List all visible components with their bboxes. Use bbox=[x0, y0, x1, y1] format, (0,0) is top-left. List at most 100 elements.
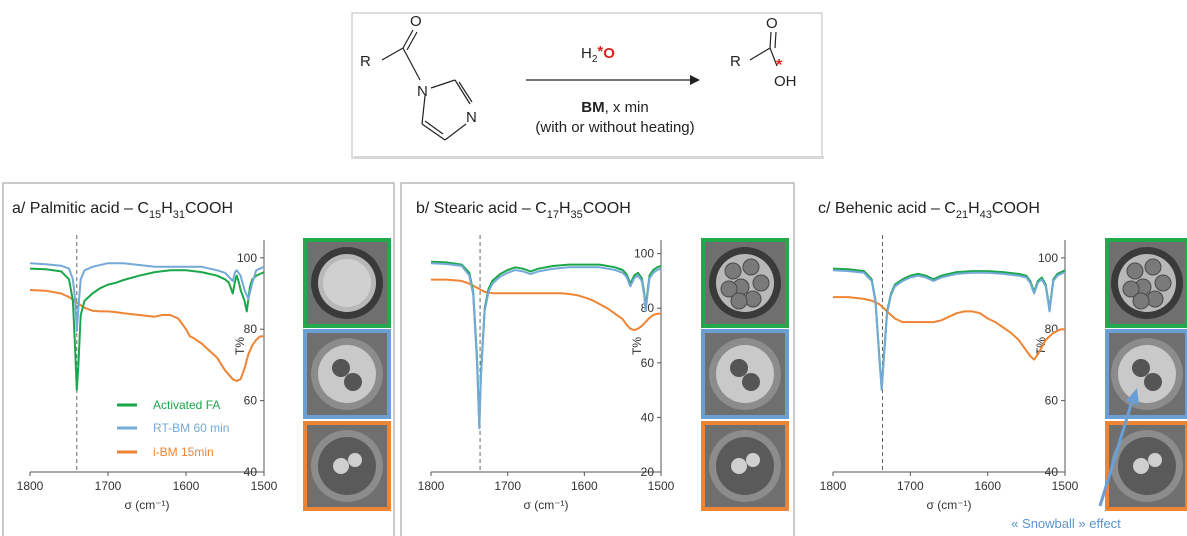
x-axis-label: σ (cm⁻¹) bbox=[926, 498, 971, 512]
milling-ball bbox=[1122, 280, 1140, 298]
structure-label-o-left: O bbox=[410, 13, 422, 30]
milling-ball bbox=[1132, 359, 1150, 377]
photo-inset bbox=[701, 238, 789, 328]
y-tick-label: 60 bbox=[244, 394, 258, 408]
milling-ball bbox=[344, 373, 362, 391]
legend: Activated FA RT-BM 60 min i-BM 15min bbox=[117, 398, 229, 459]
structure-label-r-right: R bbox=[730, 53, 741, 70]
milling-ball bbox=[1133, 458, 1149, 474]
y-axis-label: T% bbox=[630, 337, 644, 355]
reagent-label: H2*O bbox=[581, 43, 615, 65]
x-axis-label: σ (cm⁻¹) bbox=[523, 498, 568, 512]
chart-1: b/ Stearic acid – C17H35COOH 1800 1700 1600… bbox=[416, 200, 675, 512]
milling-ball bbox=[742, 373, 760, 391]
milling-ball bbox=[1154, 274, 1172, 292]
milling-ball bbox=[1144, 373, 1162, 391]
photo-inset bbox=[1105, 329, 1187, 419]
milling-ball bbox=[1144, 258, 1162, 276]
reagent-star: * bbox=[597, 43, 603, 60]
powder-surface bbox=[323, 259, 371, 307]
structure-label-n1: N bbox=[417, 83, 428, 100]
milling-ball bbox=[744, 290, 762, 308]
x-tick-label: 1800 bbox=[418, 479, 445, 493]
series-line-1 bbox=[430, 262, 662, 430]
snowball-annotation: « Snowball » effect bbox=[1011, 388, 1139, 531]
photo-insets bbox=[303, 238, 1187, 511]
scheme-box-shadow bbox=[354, 156, 824, 159]
chart-title: b/ Stearic acid – C17H35COOH bbox=[416, 200, 631, 221]
y-tick-label: 40 bbox=[244, 465, 258, 479]
structure-label-o-right: O bbox=[766, 15, 778, 32]
structure-label-n2: N bbox=[466, 109, 477, 126]
y-tick-label: 80 bbox=[641, 301, 655, 315]
y-axis-label: T% bbox=[233, 337, 247, 355]
x-tick-label: 1500 bbox=[251, 479, 278, 493]
chart-2: c/ Behenic acid – C21H43COOH 1800 1700 1600… bbox=[818, 200, 1079, 512]
series-line-0 bbox=[29, 267, 265, 391]
x-tick-label: 1500 bbox=[648, 479, 675, 493]
y-tick-label: 100 bbox=[237, 251, 257, 265]
y-tick-label: 40 bbox=[1045, 465, 1059, 479]
milling-ball bbox=[1132, 292, 1150, 310]
y-tick-label: 80 bbox=[244, 322, 258, 336]
condition-label: BM, x min bbox=[581, 99, 649, 116]
legend-label: RT-BM 60 min bbox=[153, 421, 229, 435]
series-line-1 bbox=[832, 269, 1066, 391]
milling-ball bbox=[731, 458, 747, 474]
chart-title: c/ Behenic acid – C21H43COOH bbox=[818, 200, 1040, 221]
condition-note: (with or without heating) bbox=[535, 119, 694, 136]
y-tick-label: 40 bbox=[641, 410, 655, 424]
x-tick-label: 1700 bbox=[494, 479, 521, 493]
photo-inset bbox=[303, 421, 391, 511]
x-axis-label: σ (cm⁻¹) bbox=[124, 498, 169, 512]
reaction-arrow bbox=[526, 75, 700, 85]
x-tick-label: 1700 bbox=[897, 479, 924, 493]
scheme-box bbox=[351, 12, 823, 159]
photo-inset bbox=[701, 421, 789, 511]
x-tick-label: 1600 bbox=[173, 479, 200, 493]
photo-inset bbox=[1105, 238, 1187, 328]
charts: a/ Palmitic acid – C15H31COOH 1800 1700 160… bbox=[12, 200, 1079, 512]
milling-ball bbox=[332, 359, 350, 377]
chart-title: a/ Palmitic acid – C15H31COOH bbox=[12, 200, 233, 221]
series-line-2 bbox=[29, 289, 264, 382]
legend-label: Activated FA bbox=[153, 398, 220, 412]
milling-ball bbox=[333, 458, 349, 474]
series-line-0 bbox=[430, 260, 662, 427]
milling-ball bbox=[1126, 262, 1144, 280]
carboxylic-acid-structure: R O OH * bbox=[730, 15, 797, 90]
structure-label-r-left: R bbox=[360, 53, 371, 70]
y-tick-label: 60 bbox=[641, 356, 655, 370]
x-tick-label: 1800 bbox=[17, 479, 44, 493]
y-tick-label: 20 bbox=[641, 465, 655, 479]
milling-ball bbox=[1148, 453, 1162, 467]
series-line-1 bbox=[29, 262, 265, 332]
x-tick-label: 1700 bbox=[95, 479, 122, 493]
y-tick-label: 100 bbox=[634, 247, 654, 261]
milling-ball bbox=[752, 274, 770, 292]
chart-0: a/ Palmitic acid – C15H31COOH 1800 1700 160… bbox=[12, 200, 278, 512]
x-tick-label: 1600 bbox=[571, 479, 598, 493]
milling-ball bbox=[746, 453, 760, 467]
y-tick-label: 60 bbox=[1045, 394, 1059, 408]
series-line-2 bbox=[431, 278, 661, 332]
milling-ball bbox=[730, 292, 748, 310]
photo-inset bbox=[303, 329, 391, 419]
milling-ball bbox=[730, 359, 748, 377]
milling-ball bbox=[742, 258, 760, 276]
y-tick-label: 100 bbox=[1038, 251, 1058, 265]
series-line-0 bbox=[832, 267, 1066, 390]
structure-label-oh: OH bbox=[774, 73, 797, 90]
panel-frame-b bbox=[400, 182, 795, 536]
series-line-2 bbox=[833, 296, 1065, 361]
legend-label: i-BM 15min bbox=[153, 445, 214, 459]
reaction-scheme: R O N N H2*O BM, x min (with or without … bbox=[351, 12, 824, 159]
snowball-label: « Snowball » effect bbox=[1011, 516, 1121, 531]
photo-inset bbox=[1105, 421, 1187, 511]
milling-ball bbox=[1146, 290, 1164, 308]
milling-ball bbox=[724, 262, 742, 280]
milling-ball bbox=[348, 453, 362, 467]
photo-inset bbox=[303, 238, 391, 328]
acyl-imidazole-structure: R O N N bbox=[360, 13, 477, 141]
